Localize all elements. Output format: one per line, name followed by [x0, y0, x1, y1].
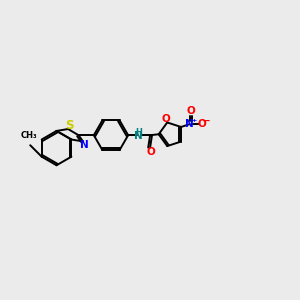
- Text: O: O: [162, 114, 171, 124]
- Text: H: H: [135, 128, 142, 137]
- Text: N: N: [185, 119, 194, 129]
- Text: O: O: [186, 106, 195, 116]
- Text: +: +: [191, 118, 196, 123]
- Text: N: N: [80, 140, 88, 150]
- Text: N: N: [134, 131, 143, 141]
- Text: O: O: [147, 147, 155, 158]
- Text: CH₃: CH₃: [21, 130, 38, 140]
- Text: O: O: [198, 119, 206, 129]
- Text: S: S: [65, 119, 73, 132]
- Text: −: −: [202, 116, 210, 126]
